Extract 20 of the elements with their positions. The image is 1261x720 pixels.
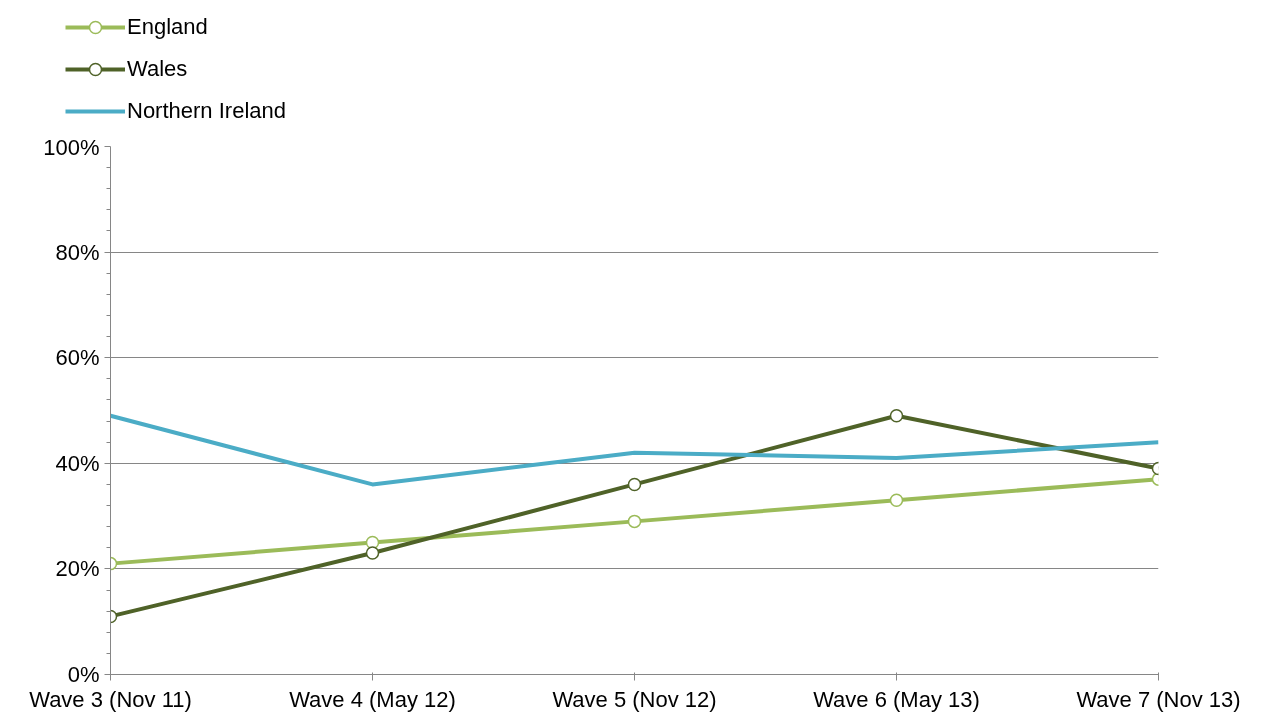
x-tick-label: Wave 4 (May 12)	[289, 686, 456, 712]
y-tick-label: 40%	[55, 450, 100, 476]
line-series	[110, 413, 1159, 487]
x-tick-label: Wave 3 (Nov 11)	[29, 686, 192, 712]
point	[627, 514, 642, 529]
legend-label: Wales	[127, 56, 188, 82]
y-tick-label: 0%	[67, 662, 100, 687]
legend-label: England	[127, 14, 208, 40]
y-tick-label: 60%	[55, 345, 100, 371]
x-tick-label: Wave 6 (May 13)	[813, 686, 980, 712]
point	[627, 477, 642, 492]
y-tick-label: 100%	[43, 134, 100, 160]
y-tick-label: 20%	[55, 556, 100, 582]
x-tick-label: Wave 5 (Nov 12)	[552, 686, 717, 712]
point	[889, 409, 904, 423]
y-tick-label: 80%	[55, 239, 100, 265]
x-tick-label: Wave 7 (Nov 13)	[1076, 686, 1241, 712]
legend-label: Northern Ireland	[127, 98, 286, 124]
point	[889, 493, 904, 507]
point	[365, 546, 380, 560]
